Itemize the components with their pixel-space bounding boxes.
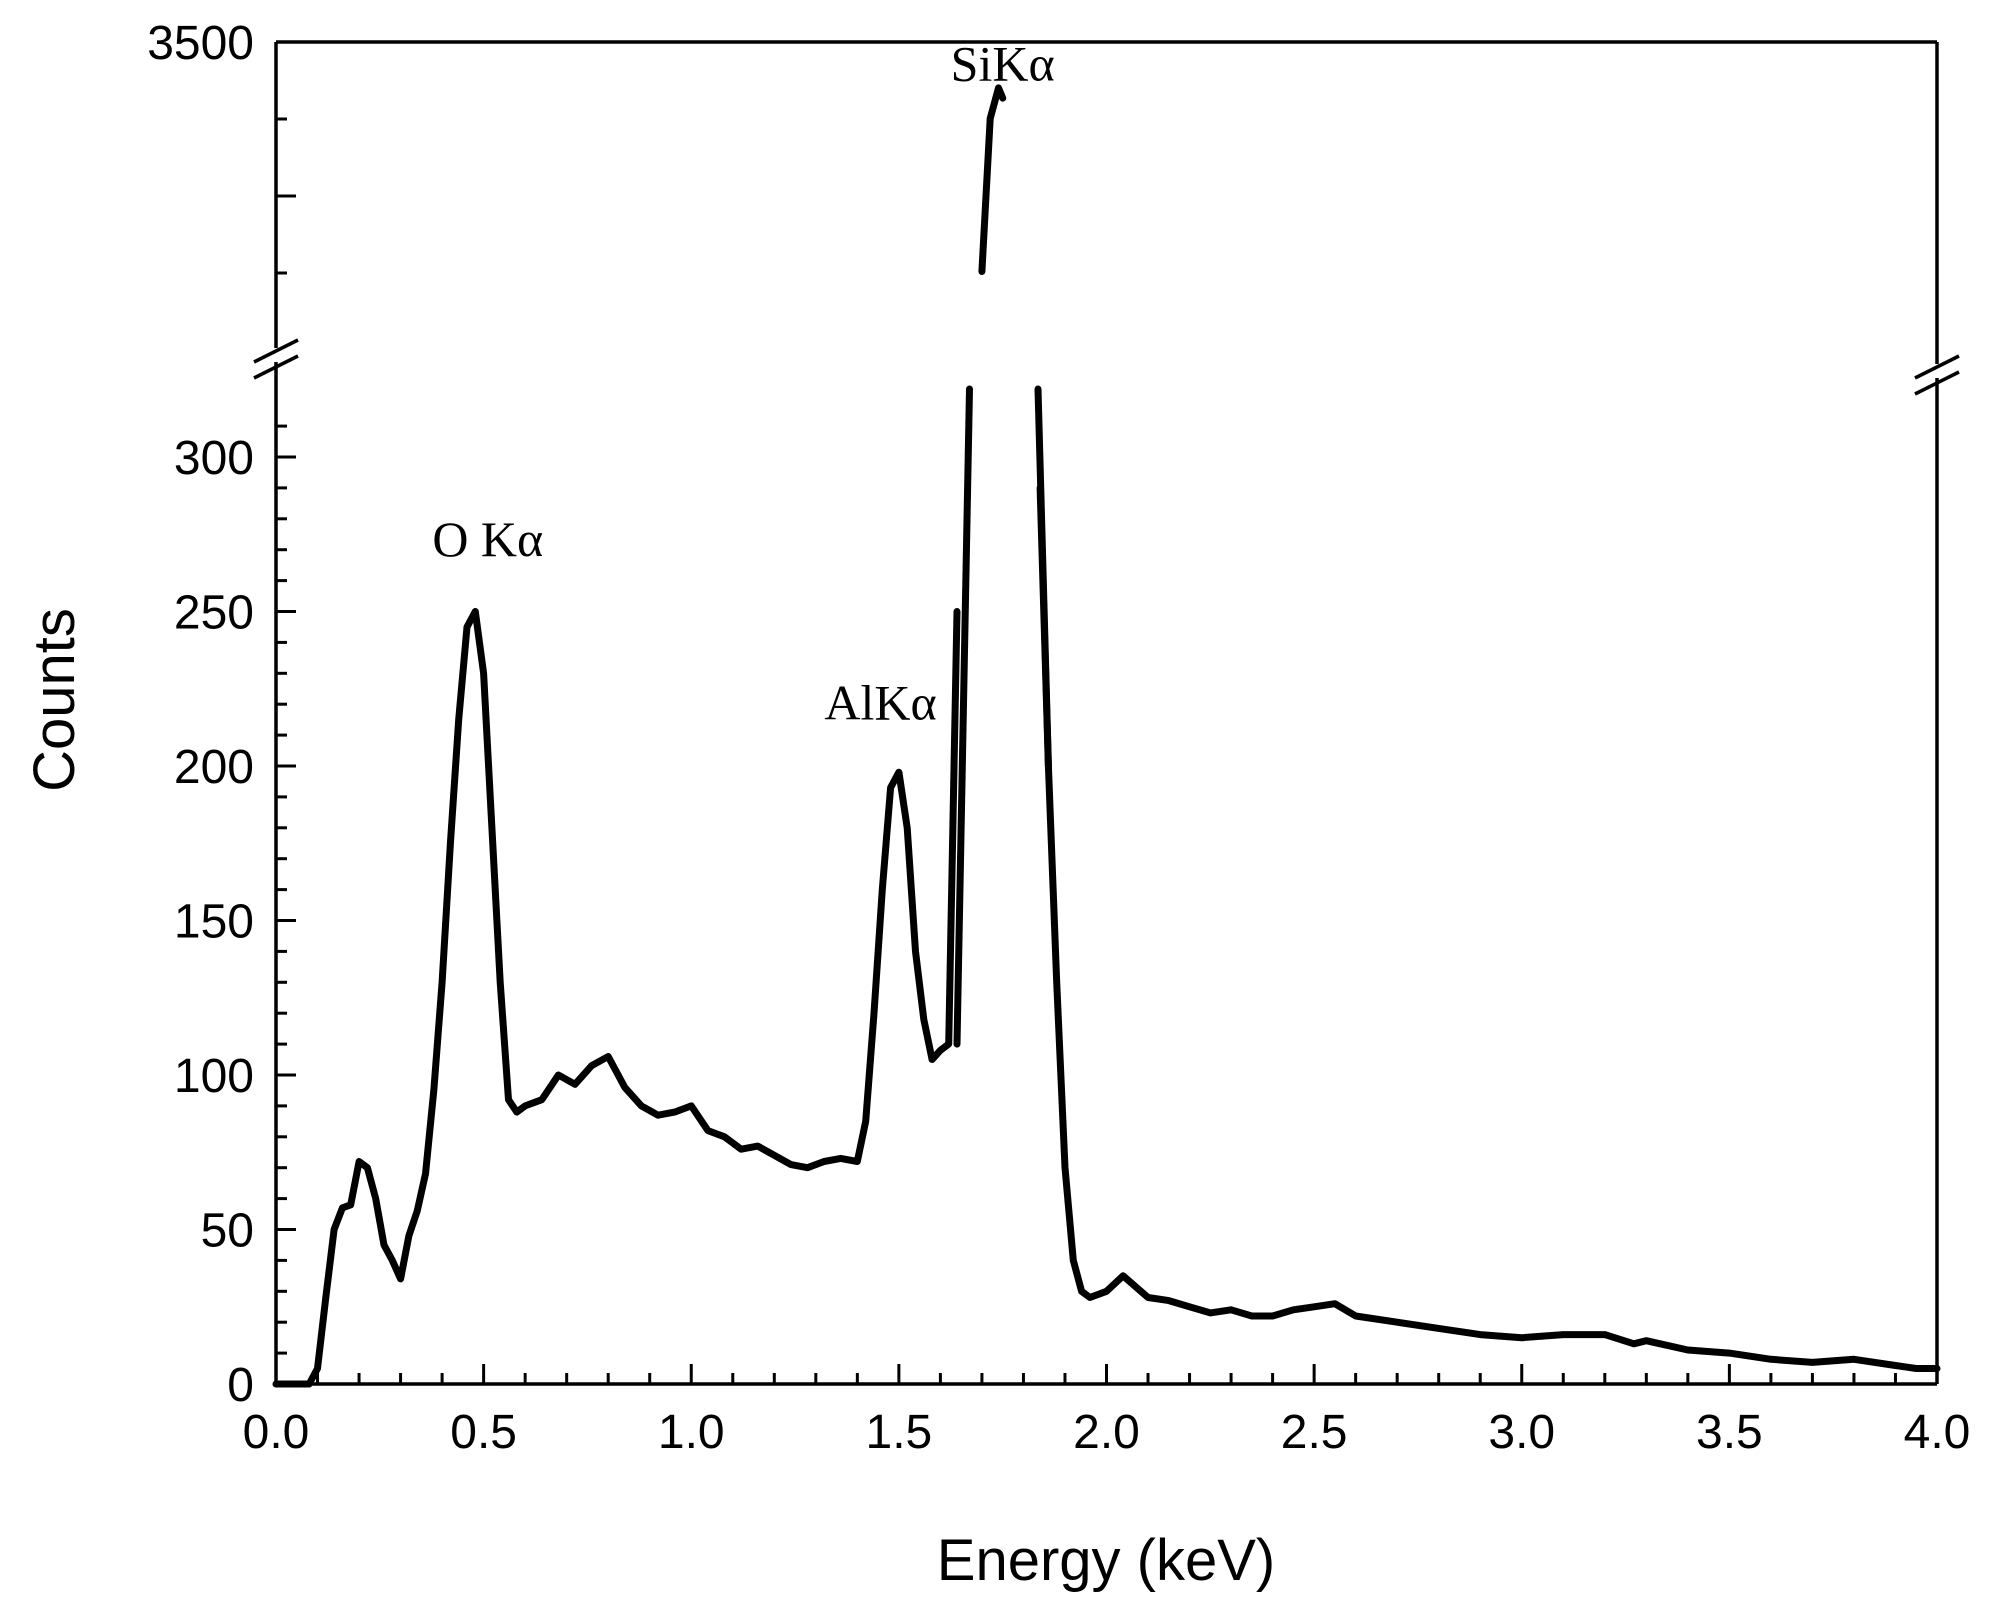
y-axis-title: Counts <box>22 608 87 792</box>
y-upper-tick-label: 3500 <box>147 17 254 70</box>
x-tick-label: 0.0 <box>243 1406 310 1459</box>
series-group <box>272 84 1941 1388</box>
right-axis-break-mark-2 <box>1914 370 1960 396</box>
right-axis-break-mark-1 <box>1914 354 1960 380</box>
spectrum-si-right-edge <box>1034 385 1052 770</box>
y-tick-label: 0 <box>227 1359 254 1412</box>
left-axis-break-mark-2 <box>253 354 299 380</box>
x-tick-label: 0.5 <box>450 1406 517 1459</box>
x-tick-label: 1.0 <box>658 1406 725 1459</box>
x-axis-title: Energy (keV) <box>937 1528 1275 1593</box>
peak-label: AlKα <box>824 675 936 731</box>
x-tick-label: 2.5 <box>1281 1406 1348 1459</box>
axes-frame <box>253 40 1960 1386</box>
y-tick-label: 50 <box>201 1205 254 1258</box>
y-tick-label: 100 <box>174 1050 254 1103</box>
spectrum-line-segment <box>272 608 961 1388</box>
peak-label: O Kα <box>432 511 543 567</box>
spectrum-line-segment <box>1036 484 1941 1372</box>
spectrum-si-left-edge <box>953 385 973 1048</box>
peak-annotations: O Kα AlKα SiKα <box>432 35 1054 730</box>
x-tick-label: 3.5 <box>1696 1406 1763 1459</box>
y-tick-label: 200 <box>174 741 254 794</box>
y-tick-label: 250 <box>174 587 254 640</box>
spectrum-line-segment <box>978 84 1007 275</box>
tick-marks <box>274 40 1939 1386</box>
y-tick-label: 150 <box>174 896 254 949</box>
x-tick-label: 1.5 <box>866 1406 933 1459</box>
x-tick-label: 3.0 <box>1488 1406 1555 1459</box>
x-tick-label: 4.0 <box>1904 1406 1971 1459</box>
peak-label: SiKα <box>951 35 1055 91</box>
left-axis-break-mark-1 <box>253 338 299 364</box>
y-tick-label: 300 <box>174 432 254 485</box>
x-tick-label: 2.0 <box>1073 1406 1140 1459</box>
tick-labels: 0.0 0.5 1.0 1.5 2.0 2.5 3.0 3.5 4.0 0 50 100 150 200 2… <box>147 17 1970 1459</box>
